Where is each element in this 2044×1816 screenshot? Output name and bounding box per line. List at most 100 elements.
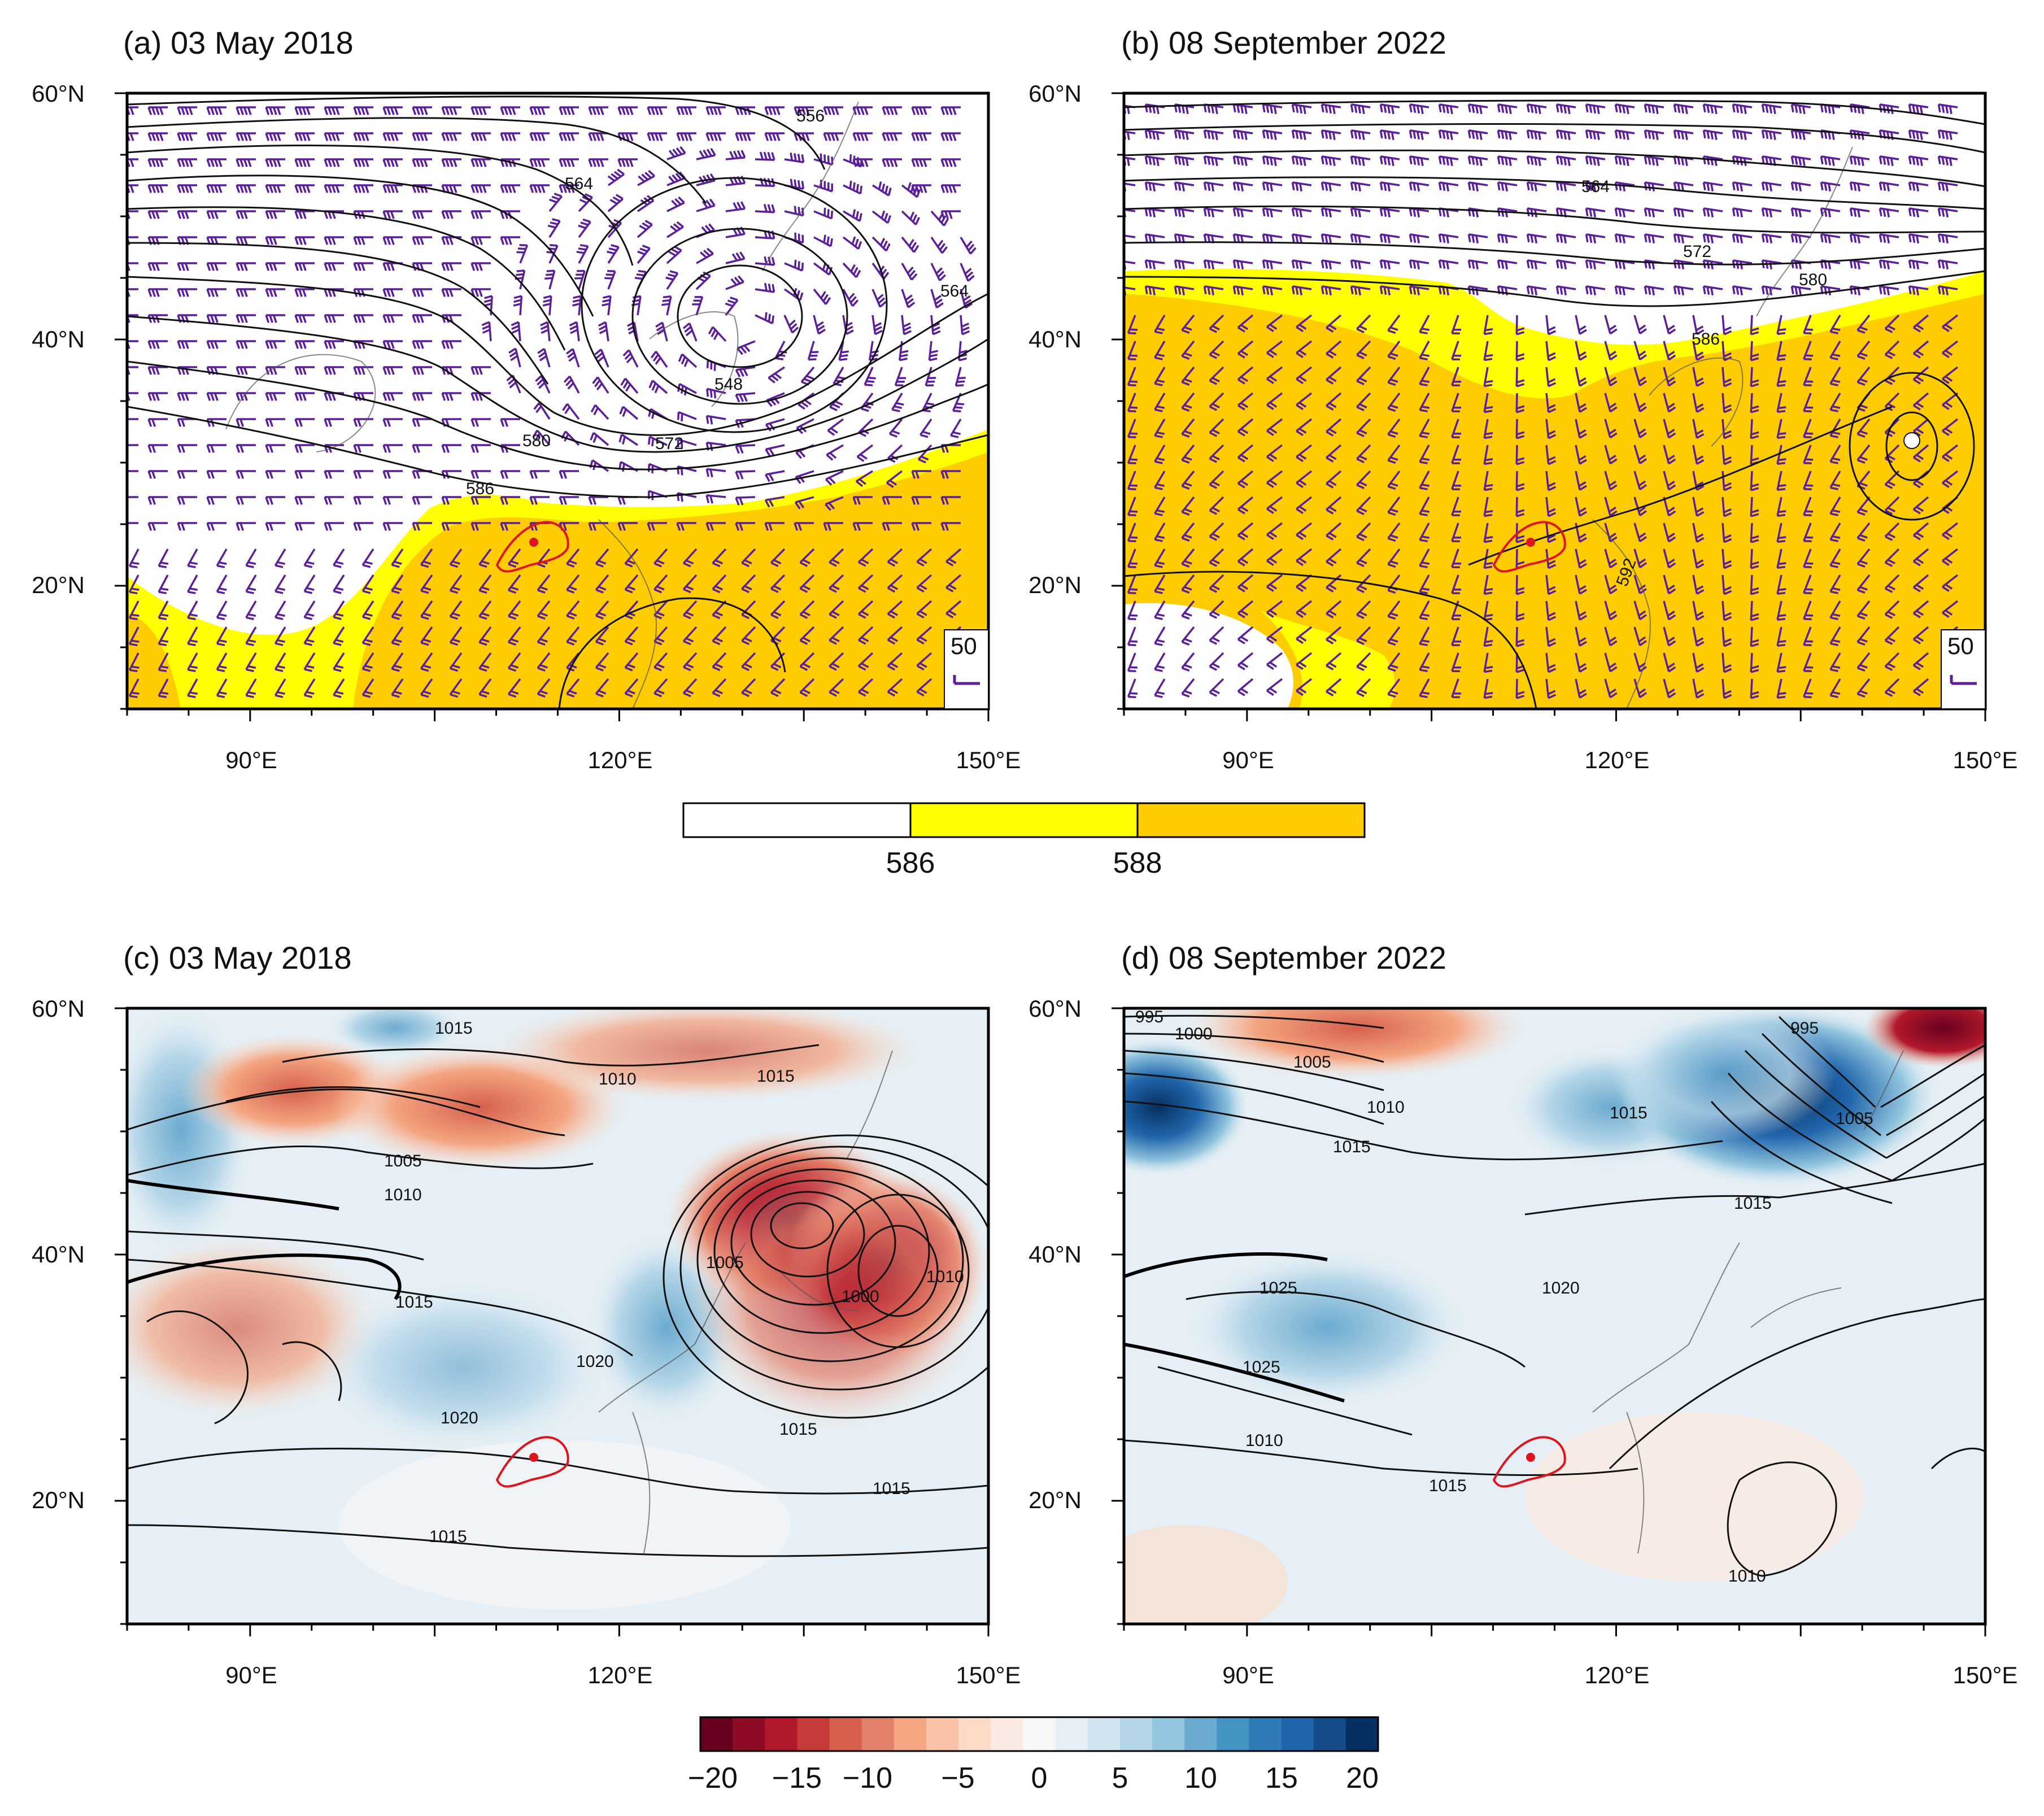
wind-barb <box>1209 626 1224 645</box>
wind-barb <box>911 158 931 167</box>
wind-barb <box>1673 129 1694 141</box>
wind-barb <box>1663 341 1676 361</box>
wind-barb <box>916 652 932 671</box>
wind-barb <box>236 132 256 141</box>
wind-barb <box>842 262 861 278</box>
colorbar-bottom-tick: −15 <box>772 1762 822 1795</box>
wind-barb <box>441 444 461 453</box>
wind-barb <box>147 340 168 349</box>
wind-barb <box>158 574 169 594</box>
panel-a-region-outline <box>495 521 569 573</box>
wind-barb <box>206 210 226 219</box>
wind-barb <box>1849 259 1870 270</box>
panel-a-city-marker <box>529 538 538 547</box>
wind-barb <box>324 158 344 167</box>
wind-barb <box>294 262 315 271</box>
wind-barb <box>537 652 551 672</box>
wind-barb <box>1856 314 1871 334</box>
wind-barb <box>1776 341 1786 362</box>
wind-barb <box>511 321 521 342</box>
wind-barb <box>265 496 285 505</box>
wind-barb <box>529 132 550 141</box>
wind-barb <box>1209 366 1224 385</box>
wind-barb <box>507 574 521 594</box>
wind-barb <box>470 522 491 531</box>
wind-barb <box>725 251 746 264</box>
wind-barb <box>500 158 520 167</box>
wind-barb <box>712 548 727 568</box>
wind-barb <box>901 210 921 225</box>
wind-barb <box>1515 497 1525 517</box>
wind-barb <box>353 106 373 115</box>
wind-barb <box>1320 181 1341 192</box>
wind-barb <box>1387 366 1401 386</box>
wind-barb <box>1387 626 1401 646</box>
wind-barb <box>1856 522 1871 542</box>
panel-c-coastlines <box>598 1050 893 1554</box>
wind-barb <box>1702 129 1723 141</box>
wind-barb <box>858 626 874 645</box>
wind-barb <box>784 178 805 190</box>
panel-b-vector-reference-key: 50 <box>1941 629 1986 709</box>
wind-barb <box>1912 314 1929 333</box>
wind-barb <box>1776 393 1786 413</box>
wind-barb <box>470 184 491 193</box>
wind-barb <box>813 153 834 166</box>
colorbar-bottom-tick: −20 <box>688 1762 738 1795</box>
wind-barb <box>1515 445 1525 465</box>
panel-b-588-region <box>1124 294 1985 709</box>
wind-barb <box>470 236 491 245</box>
wind-barb <box>1663 522 1676 543</box>
wind-barb <box>324 288 344 297</box>
colorbar-bottom-bin <box>797 1717 830 1751</box>
wind-barb <box>1232 103 1253 115</box>
wind-barb <box>1614 103 1635 115</box>
wind-barb <box>333 678 345 698</box>
wind-barb <box>911 132 931 141</box>
wind-barb <box>412 314 432 323</box>
panel-d-contour-label: 1000 <box>1175 1025 1213 1043</box>
wind-barb <box>1884 340 1900 359</box>
wind-barb <box>1262 103 1283 115</box>
panel-b: (b) 08 September 2022 <box>1121 25 1987 711</box>
wind-barb <box>945 574 962 593</box>
wind-barb <box>1181 392 1195 412</box>
wind-barb <box>1237 392 1254 411</box>
wind-barb <box>1326 496 1342 515</box>
wind-barb <box>127 132 138 141</box>
wind-barb <box>1856 444 1871 464</box>
wind-barb <box>1692 367 1705 387</box>
wind-barb <box>1483 367 1493 387</box>
wind-barb <box>1555 207 1576 218</box>
wind-barb <box>382 262 403 271</box>
wind-barb <box>1633 445 1648 465</box>
wind-barb <box>768 366 785 384</box>
wind-barb <box>572 295 582 316</box>
wind-barb <box>1154 445 1166 464</box>
wind-barb <box>559 132 579 141</box>
wind-barb <box>324 262 344 271</box>
panel-a-vector-reference-key: 50 <box>944 629 989 709</box>
wind-barb <box>1515 367 1525 387</box>
wind-barb <box>887 652 903 671</box>
wind-barb <box>799 600 815 619</box>
wind-barb <box>1912 548 1929 567</box>
wind-barb <box>1387 522 1401 542</box>
wind-barb <box>1356 392 1371 411</box>
wind-barb <box>1296 652 1313 670</box>
wind-barb <box>871 315 883 336</box>
lon-label-90E: 90°E <box>1222 1662 1274 1688</box>
wind-barb <box>1555 259 1576 270</box>
wind-barb <box>833 367 846 386</box>
panel-d-contour-label: 1015 <box>1333 1138 1371 1156</box>
colorbar-bottom-bin <box>1313 1717 1346 1751</box>
wind-barb <box>607 219 622 238</box>
wind-barb <box>588 106 608 115</box>
panel-d-contour-label: 995 <box>1790 1019 1819 1038</box>
wind-barb <box>470 106 491 115</box>
wind-barb <box>1937 259 1958 270</box>
wind-barb <box>1296 470 1313 489</box>
wind-barb <box>1419 367 1430 386</box>
wind-barb <box>1692 341 1705 361</box>
wind-barb <box>1604 600 1618 621</box>
